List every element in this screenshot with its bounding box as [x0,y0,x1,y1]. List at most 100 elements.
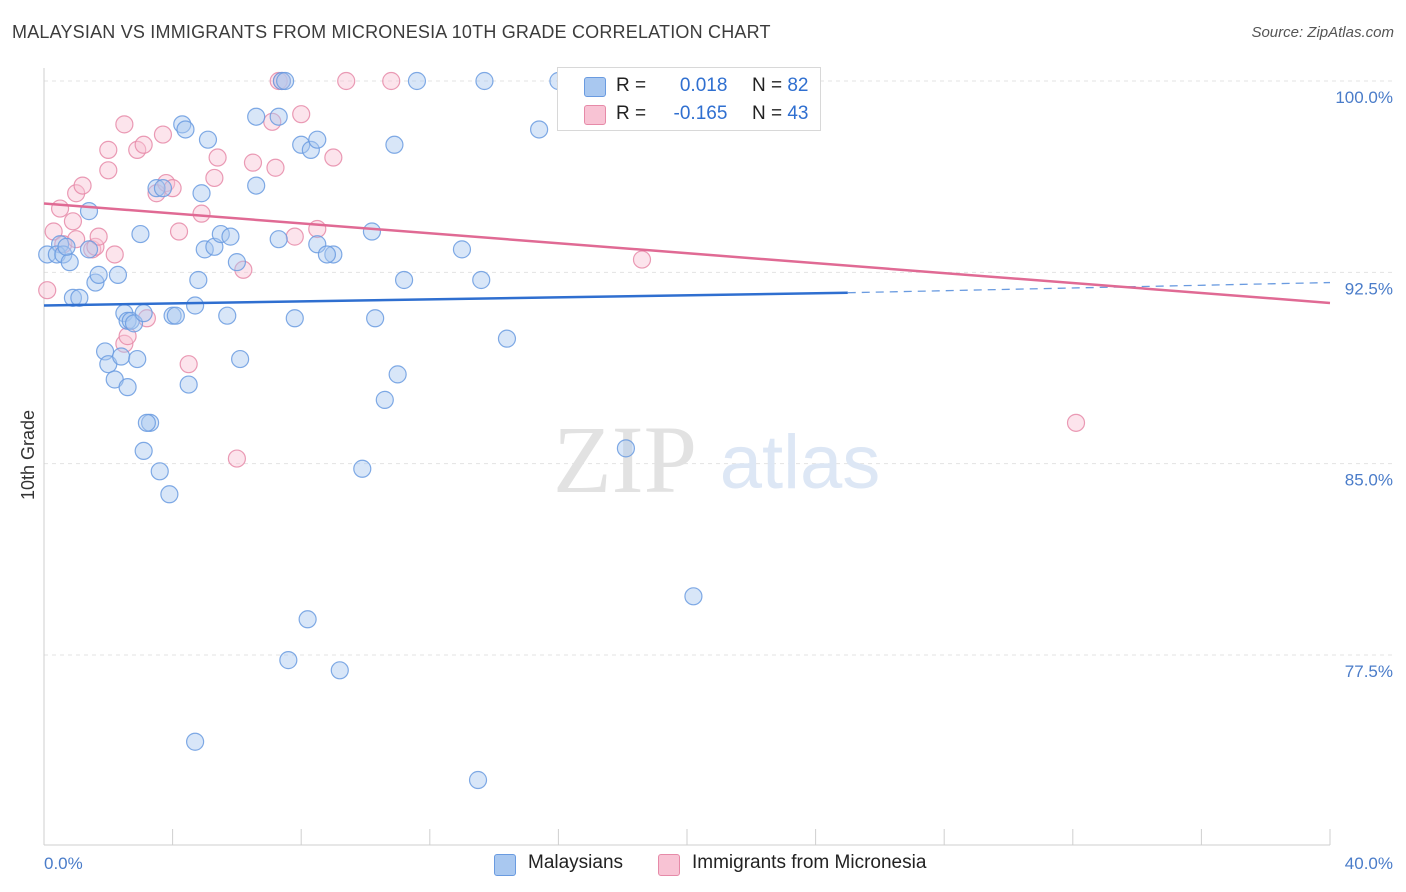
data-point [266,158,285,177]
bottom-legend-label-malaysians: Malaysians [528,852,624,873]
watermark: ZIP atlas [553,406,880,513]
data-point [684,587,703,606]
data-point [285,309,304,328]
data-point [176,120,195,139]
data-point [38,281,57,300]
data-points [38,71,1086,790]
data-point [134,441,153,461]
data-point [337,71,356,91]
data-point [394,270,414,290]
data-point [70,288,89,307]
watermark-zip: ZIP [553,406,697,513]
data-point [330,661,349,680]
data-point [468,770,488,790]
trend-line [43,291,848,307]
data-point [186,732,205,751]
data-point [128,349,147,369]
data-point [189,270,208,290]
data-point [227,449,246,468]
y-tick-label: 92.5% [1345,279,1393,298]
data-point [452,240,472,259]
data-point [169,222,189,241]
legend-n-label: N = [751,75,783,96]
data-point [218,306,237,325]
data-point [192,204,211,223]
data-point [472,270,491,290]
data-point [292,135,311,154]
legend-r-label: R = [616,103,647,124]
data-point [308,130,327,149]
data-point [324,148,343,167]
legend-n-value: 82 [787,75,809,96]
y-tick-label: 77.5% [1345,662,1393,681]
legend-r-label: R = [616,75,647,96]
data-point [112,347,131,366]
data-point [298,610,317,629]
data-point [108,265,128,284]
data-point [160,485,179,504]
data-point [173,115,192,134]
data-point [530,120,549,139]
data-point [89,265,108,284]
data-point [89,227,108,246]
x-tick-label: 40.0% [1345,854,1393,873]
data-point [63,288,83,307]
chart-title: MALAYSIAN VS IMMIGRANTS FROM MICRONESIA … [12,22,771,42]
data-point [60,253,79,272]
y-tick-label: 100.0% [1335,88,1393,107]
data-point [407,71,427,91]
bottom-legend-swatch-malaysians [494,854,516,876]
data-point [497,329,517,348]
data-point [131,224,150,244]
data-point [153,179,173,198]
data-point [63,212,83,231]
data-point [73,176,92,195]
data-point [99,161,118,180]
data-point [118,378,137,397]
trend-line [43,202,1331,305]
data-point [147,179,166,198]
data-point [115,115,134,134]
data-point [179,355,198,374]
data-point [192,184,211,203]
data-point [269,107,288,126]
data-point [57,237,76,256]
x-tick-label: 0.0% [44,854,83,873]
legend-swatch-micronesia [584,105,606,125]
data-point [79,202,99,221]
axes [43,68,1331,846]
data-point [382,71,401,91]
data-point [301,140,320,159]
bottom-legend-swatch-micronesia [658,854,680,876]
data-point [186,296,205,315]
data-point [134,304,153,323]
data-point [285,227,304,246]
y-axis-label: 10th Grade [18,410,38,500]
data-point [227,253,246,272]
data-point [279,651,298,670]
data-point [632,250,652,269]
data-point [324,245,343,264]
data-point [269,230,288,249]
legend-r-value: 0.018 [679,75,728,96]
data-point [292,105,311,124]
data-point [137,413,156,432]
legend-swatch-malaysians [584,77,606,97]
data-point [50,199,70,218]
data-point [163,179,182,198]
data-point [166,306,185,325]
data-point [362,222,382,241]
data-point [475,71,494,91]
data-point [247,176,266,195]
bottom-legend-label-micronesia: Immigrants from Micronesia [692,852,927,873]
data-point [247,107,266,126]
data-point [385,135,404,154]
legend-n-value: 43 [787,103,809,124]
trend-lines [43,202,1331,307]
data-point [99,140,118,159]
data-point [153,125,173,144]
legend-n-label: N = [751,103,783,124]
data-point [38,245,57,264]
data-point [205,168,224,188]
